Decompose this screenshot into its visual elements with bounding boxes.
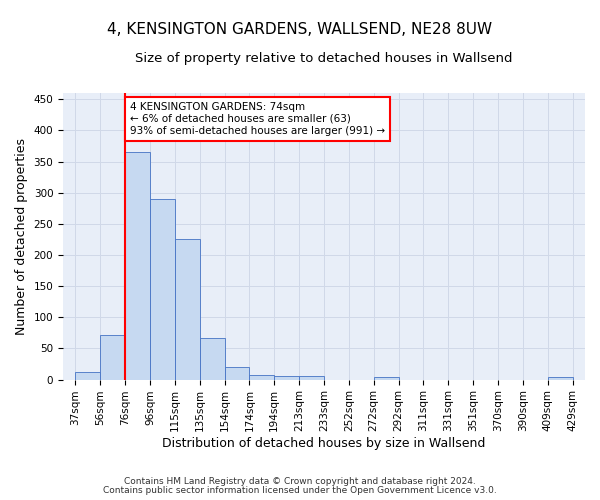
Bar	[548, 377, 572, 380]
Text: Contains HM Land Registry data © Crown copyright and database right 2024.: Contains HM Land Registry data © Crown c…	[124, 477, 476, 486]
Text: 4 KENSINGTON GARDENS: 74sqm
← 6% of detached houses are smaller (63)
93% of semi: 4 KENSINGTON GARDENS: 74sqm ← 6% of deta…	[130, 102, 385, 136]
Bar	[100, 334, 125, 380]
Bar	[224, 367, 250, 380]
X-axis label: Distribution of detached houses by size in Wallsend: Distribution of detached houses by size …	[163, 437, 486, 450]
Title: Size of property relative to detached houses in Wallsend: Size of property relative to detached ho…	[135, 52, 513, 66]
Bar	[250, 375, 274, 380]
Text: 4, KENSINGTON GARDENS, WALLSEND, NE28 8UW: 4, KENSINGTON GARDENS, WALLSEND, NE28 8U…	[107, 22, 493, 38]
Y-axis label: Number of detached properties: Number of detached properties	[15, 138, 28, 335]
Bar	[299, 376, 324, 380]
Bar	[274, 376, 299, 380]
Bar	[76, 372, 100, 380]
Bar	[175, 240, 200, 380]
Text: Contains public sector information licensed under the Open Government Licence v3: Contains public sector information licen…	[103, 486, 497, 495]
Bar	[150, 199, 175, 380]
Bar	[200, 338, 224, 380]
Bar	[125, 152, 150, 380]
Bar	[374, 377, 398, 380]
